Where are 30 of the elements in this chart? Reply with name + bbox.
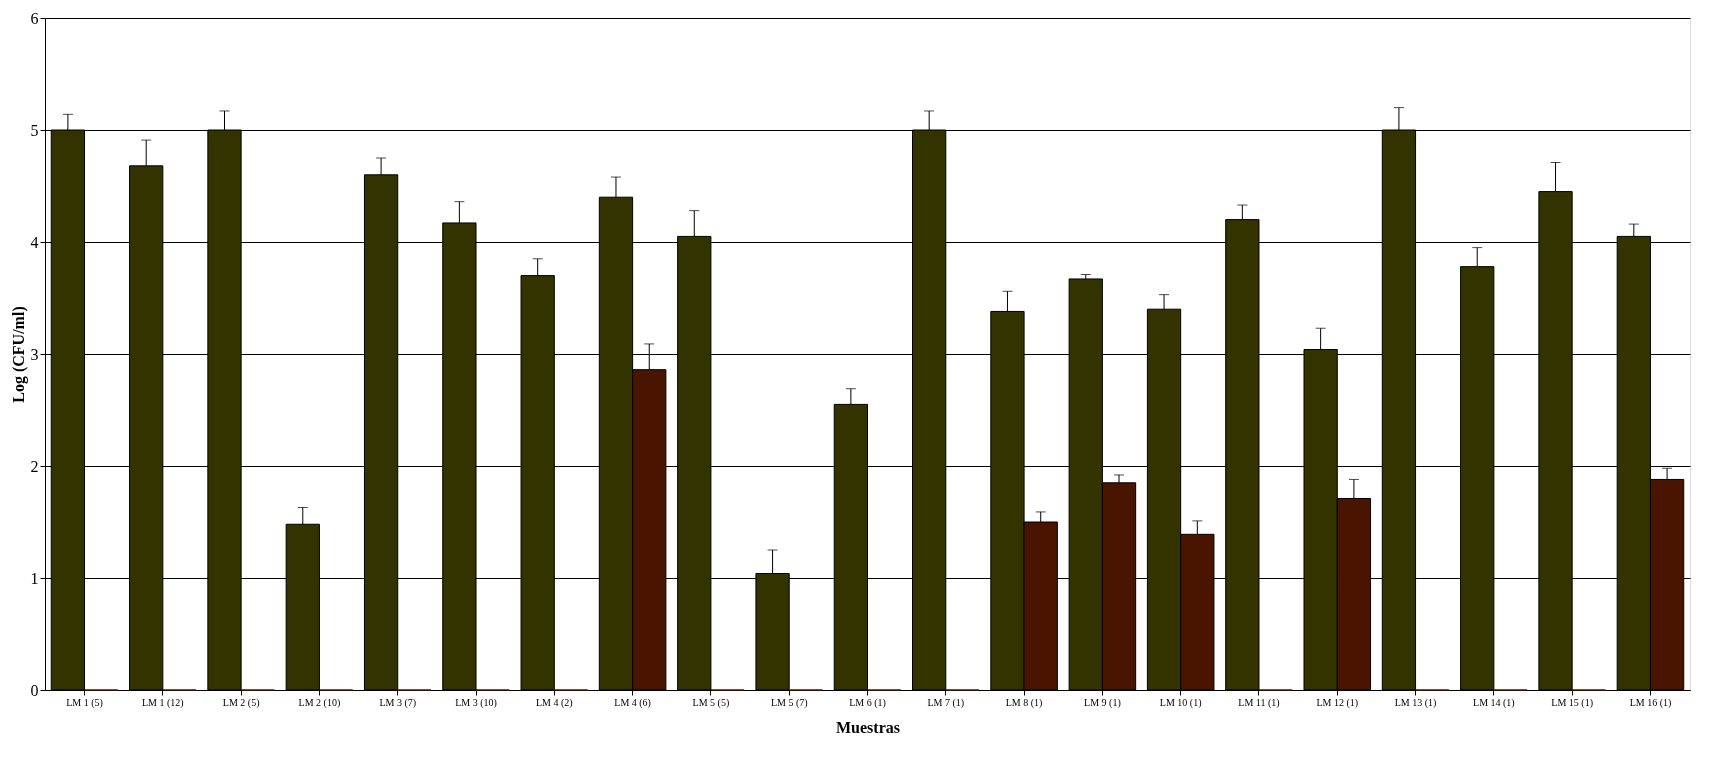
x-tick-label: LM 9 (1) [1084,696,1121,709]
x-tick-label: LM 8 (1) [1005,696,1043,709]
y-tick-label: 4 [30,233,39,251]
x-tick-label: LM 6 (1) [849,696,886,709]
x-tick-label: LM 2 (5) [222,696,260,709]
y-axis-title: Log (CFU/ml) [9,306,28,403]
x-tick-label: LM 4 (6) [614,696,651,709]
y-tick-label: 5 [30,121,39,139]
y-tick-label: 3 [30,345,39,363]
y-tick-label: 2 [30,457,39,475]
x-tick-label: LM 5 (5) [692,696,730,709]
x-tick-label: LM 1 (5) [66,696,103,709]
x-tick-label: LM 10 (1) [1159,696,1202,709]
x-tick-label: LM 11 (1) [1238,696,1280,709]
x-tick-label: LM 7 (1) [927,696,965,709]
x-tick-label: LM 4 (2) [535,696,573,709]
x-tick-label: LM 15 (1) [1551,696,1593,709]
y-tick-label: 0 [30,681,39,699]
x-tick-label: LM 3 (7) [379,696,417,709]
x-tick-label: LM 2 (10) [298,696,341,709]
x-tick-label: LM 14 (1) [1473,696,1515,709]
x-tick-label: LM 3 (10) [455,696,497,709]
x-tick-label: LM 16 (1) [1629,696,1672,709]
x-tick-label: LM 12 (1) [1316,696,1359,709]
x-axis-title: Muestras [836,718,900,736]
x-tick-label: LM 13 (1) [1394,696,1437,709]
x-tick-label: LM 5 (7) [770,696,808,709]
y-tick-label: 6 [30,9,39,27]
x-tick-label: LM 1 (12) [142,696,184,709]
y-tick-label: 1 [30,569,39,587]
